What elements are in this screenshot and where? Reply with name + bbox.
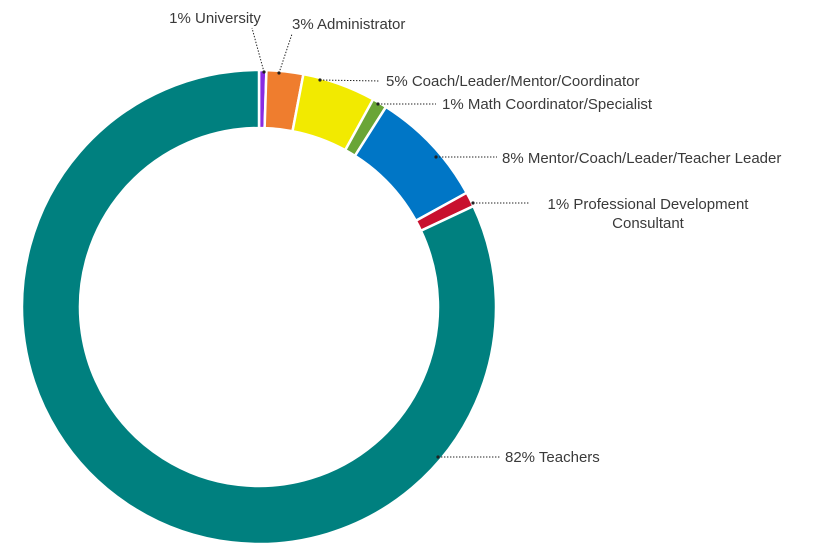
- data-label-coach-leader-mentor-coordinator: 5% Coach/Leader/Mentor/Coordinator: [386, 73, 639, 90]
- leader-line-coach-leader-mentor-coordinator: [319, 79, 381, 82]
- slice-teachers: [20, 68, 498, 546]
- data-label-university: 1% University: [169, 10, 261, 27]
- leader-dot-coach-leader-mentor-coordinator: [318, 78, 322, 82]
- data-label-professional-development-consultant-line-2: Consultant: [612, 215, 685, 232]
- leader-line-administrator: [278, 33, 293, 74]
- data-label-professional-development-consultant-line-1: 1% Professional Development: [548, 196, 750, 213]
- labels-group: 1% University 3% Administrator 5% Coach/Le…: [169, 10, 781, 466]
- leader-dot-math-coordinator-specialist: [376, 102, 380, 106]
- leader-dot-mentor-coach-leader-teacher-leader: [434, 155, 438, 159]
- slices-group: [20, 68, 498, 546]
- data-label-math-coordinator-specialist: 1% Math Coordinator/Specialist: [442, 96, 653, 113]
- data-label-administrator: 3% Administrator: [292, 16, 405, 33]
- leader-dot-university: [262, 70, 266, 74]
- leader-dot-teachers: [436, 455, 440, 459]
- data-label-teachers: 82% Teachers: [505, 449, 600, 466]
- leader-dot-administrator: [277, 71, 281, 75]
- data-label-mentor-coach-leader-teacher-leader: 8% Mentor/Coach/Leader/Teacher Leader: [502, 150, 781, 167]
- leader-line-university: [251, 27, 265, 73]
- leader-dot-professional-development-consultant: [471, 201, 475, 205]
